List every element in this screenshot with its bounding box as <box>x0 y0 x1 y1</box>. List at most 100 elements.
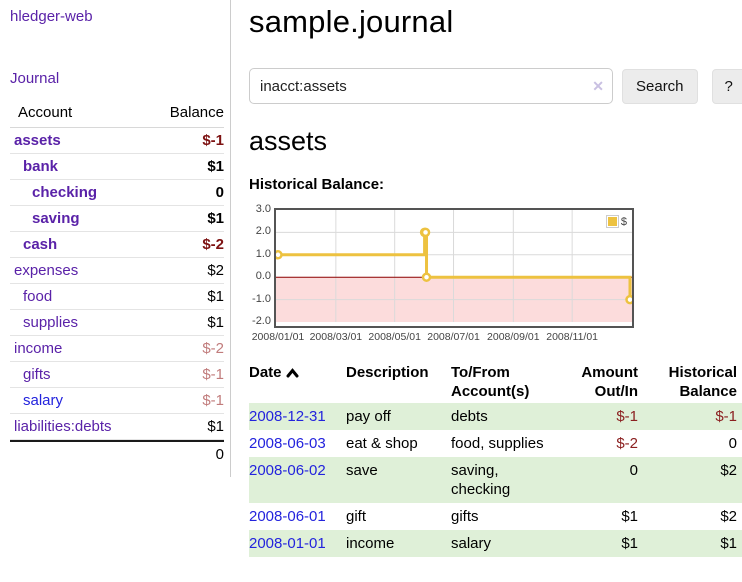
transaction-description: income <box>346 530 451 557</box>
account-link-expenses[interactable]: expenses <box>10 262 78 279</box>
account-row: salary $-1 <box>10 388 224 414</box>
transaction-amount: $-2 <box>561 430 643 457</box>
transaction-date-link[interactable]: 2008-06-02 <box>249 462 326 479</box>
transaction-balance: $1 <box>643 530 742 557</box>
help-button[interactable]: ? <box>712 69 742 104</box>
account-balance: $-1 <box>202 366 224 383</box>
register-table: Date Description To/FromAccount(s) Amoun… <box>249 361 742 557</box>
account-link-bank[interactable]: bank <box>10 158 58 175</box>
account-link-saving[interactable]: saving <box>10 210 80 227</box>
column-header-date[interactable]: Date <box>249 361 346 403</box>
transaction-amount: $1 <box>561 503 643 530</box>
accounts-table: Account Balance assets $-1 bank $1 check… <box>10 100 224 467</box>
account-balance: $-1 <box>202 392 224 409</box>
sidebar-item-journal[interactable]: Journal <box>10 70 59 87</box>
transaction-accounts: salary <box>451 530 561 557</box>
sort-ascending-icon <box>286 365 299 382</box>
transaction-date-link[interactable]: 2008-01-01 <box>249 535 326 552</box>
transaction-accounts: debts <box>451 403 561 430</box>
account-row: supplies $1 <box>10 310 224 336</box>
y-tick-label: -2.0 <box>249 315 271 327</box>
column-header-accounts: To/FromAccount(s) <box>451 361 561 403</box>
balance-column-header: Balance <box>170 104 224 121</box>
chart-section-label: Historical Balance: <box>249 176 742 193</box>
chart-legend: $ <box>604 214 629 229</box>
accounts-total-row: 0 <box>10 440 224 467</box>
account-row: expenses $2 <box>10 258 224 284</box>
legend-series-label: $ <box>621 216 627 228</box>
account-row: income $-2 <box>10 336 224 362</box>
account-balance: $-1 <box>202 132 224 149</box>
y-tick-label: 3.0 <box>249 203 271 215</box>
column-header-historical-balance: HistoricalBalance <box>643 361 742 403</box>
chart-canvas <box>276 210 632 322</box>
transaction-amount: 0 <box>561 457 643 503</box>
transaction-balance: $2 <box>643 457 742 503</box>
accounts-table-header: Account Balance <box>10 100 224 128</box>
account-balance: $1 <box>207 210 224 227</box>
account-row: food $1 <box>10 284 224 310</box>
account-row: gifts $-1 <box>10 362 224 388</box>
transaction-balance: $2 <box>643 503 742 530</box>
chart-plot-area[interactable]: $ <box>274 208 634 328</box>
transaction-row: 2008-06-01 gift gifts $1 $2 <box>249 503 742 530</box>
clear-search-icon[interactable]: ✕ <box>592 77 604 95</box>
account-link-gifts[interactable]: gifts <box>10 366 51 383</box>
account-link-supplies[interactable]: supplies <box>10 314 78 331</box>
app-brand-link[interactable]: hledger-web <box>10 8 93 25</box>
main-content: sample.journal ✕ Search ? assets Histori… <box>249 0 742 557</box>
account-row: bank $1 <box>10 154 224 180</box>
search-button[interactable]: Search <box>622 69 698 104</box>
transaction-accounts: saving, checking <box>451 457 561 503</box>
account-link-liabilities-debts[interactable]: liabilities:debts <box>10 418 112 435</box>
account-balance: $2 <box>207 262 224 279</box>
transaction-description: eat & shop <box>346 430 451 457</box>
accounts-total-value: 0 <box>216 446 224 463</box>
transaction-balance: 0 <box>643 430 742 457</box>
account-row: cash $-2 <box>10 232 224 258</box>
x-tick-label: 2008/09/01 <box>487 331 540 343</box>
account-link-income[interactable]: income <box>10 340 62 357</box>
account-row: assets $-1 <box>10 128 224 154</box>
page-title: sample.journal <box>249 4 742 40</box>
transaction-balance: $-1 <box>643 403 742 430</box>
account-column-header: Account <box>18 104 72 121</box>
transaction-description: gift <box>346 503 451 530</box>
account-link-cash[interactable]: cash <box>10 236 57 253</box>
account-row: checking 0 <box>10 180 224 206</box>
legend-swatch-icon <box>606 215 619 228</box>
y-tick-label: 2.0 <box>249 225 271 237</box>
y-tick-label: 1.0 <box>249 248 271 260</box>
transaction-amount: $1 <box>561 530 643 557</box>
account-balance: $1 <box>207 314 224 331</box>
account-row: saving $1 <box>10 206 224 232</box>
x-tick-label: 2008/03/01 <box>310 331 363 343</box>
account-link-checking[interactable]: checking <box>10 184 97 201</box>
transaction-date-link[interactable]: 2008-06-03 <box>249 435 326 452</box>
account-balance: $-2 <box>202 340 224 357</box>
account-balance: $1 <box>207 418 224 435</box>
account-balance: 0 <box>216 184 224 201</box>
search-input[interactable] <box>249 68 613 104</box>
transaction-date-link[interactable]: 2008-06-01 <box>249 508 326 525</box>
y-tick-label: 0.0 <box>249 270 271 282</box>
x-tick-label: 2008/05/01 <box>368 331 421 343</box>
transaction-row: 2008-06-02 save saving, checking 0 $2 <box>249 457 742 503</box>
transaction-description: pay off <box>346 403 451 430</box>
account-link-food[interactable]: food <box>10 288 52 305</box>
transaction-accounts: gifts <box>451 503 561 530</box>
account-link-salary[interactable]: salary <box>10 392 63 409</box>
account-link-assets[interactable]: assets <box>10 132 61 149</box>
column-header-description: Description <box>346 361 451 403</box>
account-balance: $-2 <box>202 236 224 253</box>
transaction-accounts: food, supplies <box>451 430 561 457</box>
historical-balance-chart: $ 3.02.01.00.0-1.0-2.0 2008/01/012008/03… <box>249 204 742 346</box>
transaction-date-link[interactable]: 2008-12-31 <box>249 408 326 425</box>
account-balance: $1 <box>207 288 224 305</box>
transaction-description: save <box>346 457 451 503</box>
transaction-row: 2008-01-01 income salary $1 $1 <box>249 530 742 557</box>
account-balance: $1 <box>207 158 224 175</box>
column-header-amount: AmountOut/In <box>561 361 643 403</box>
transaction-amount: $-1 <box>561 403 643 430</box>
x-tick-label: 2008/11/01 <box>546 331 598 343</box>
